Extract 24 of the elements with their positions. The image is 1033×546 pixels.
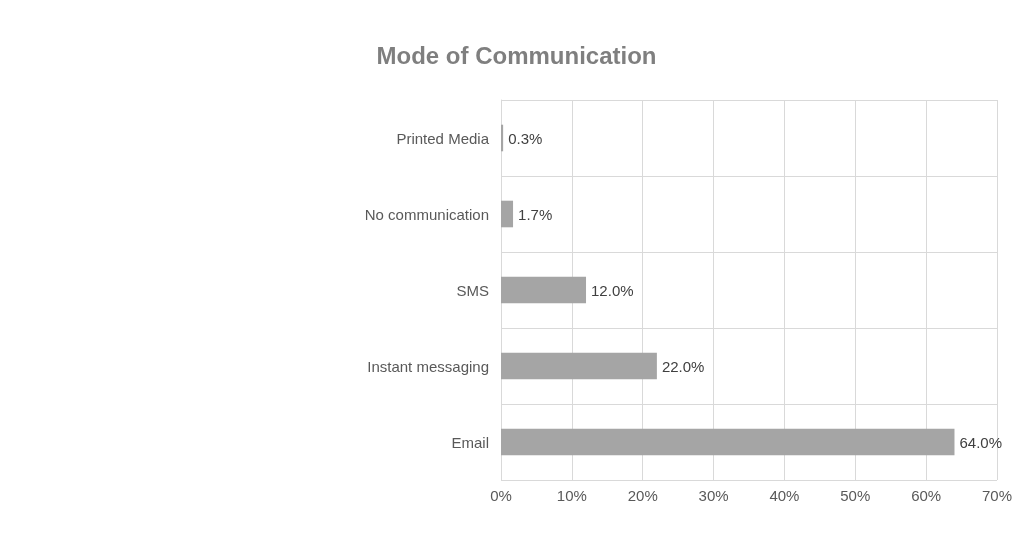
chart-title: Mode of Communication [376,41,657,69]
x-tick-label: 40% [769,487,800,504]
y-tick-label: Printed Media [396,129,490,147]
data-label: 0.3% [508,129,543,147]
y-tick-label: SMS [456,281,489,299]
y-tick-label: No communication [364,205,489,223]
bar [501,352,657,380]
y-tick-label: Instant messaging [367,357,489,375]
x-tick-label: 50% [840,487,871,504]
bar [501,200,514,228]
data-label: 64.0% [959,433,1003,451]
x-tick-label: 70% [981,487,1013,504]
bar [501,428,955,456]
data-label: 1.7% [518,205,553,223]
data-label: 12.0% [591,281,634,299]
x-tick-label: 20% [627,487,658,504]
bar [501,276,587,304]
x-tick-label: 60% [911,487,942,504]
y-tick-label: Email [451,433,489,451]
x-tick-label: 30% [698,487,729,504]
x-tick-label: 10% [556,487,587,504]
x-tick-label: 0% [490,487,512,504]
data-label: 22.0% [661,357,705,375]
bar [501,124,504,152]
